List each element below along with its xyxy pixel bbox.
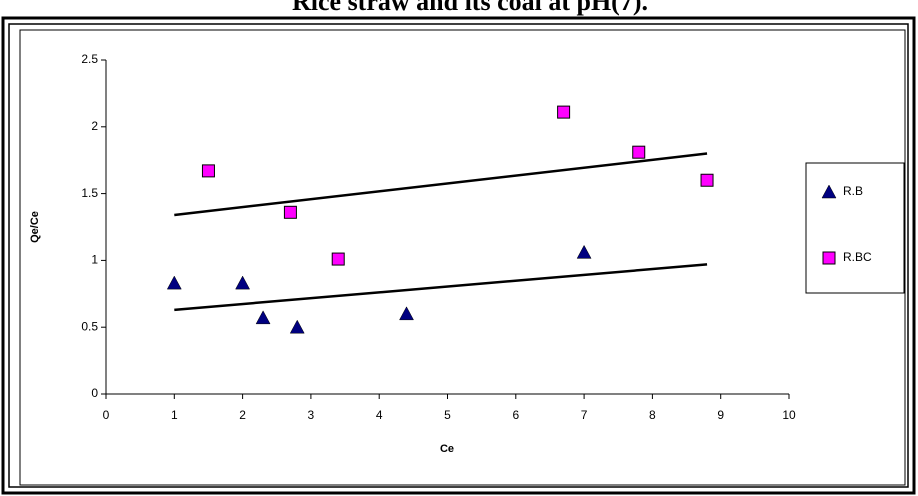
x-tick-label: 7 xyxy=(581,408,588,422)
point xyxy=(557,105,571,119)
inner-border xyxy=(8,23,909,488)
x-tick-label: 8 xyxy=(649,408,656,422)
outer-border xyxy=(1,16,916,495)
y-tick-label: 1 xyxy=(91,253,98,267)
x-tick-label: 2 xyxy=(239,408,246,422)
legend-label: R.B xyxy=(843,184,863,198)
point xyxy=(283,205,297,219)
point xyxy=(201,164,215,178)
point xyxy=(399,306,414,321)
x-tick-label: 0 xyxy=(103,408,110,422)
point xyxy=(700,173,714,187)
point xyxy=(289,319,305,334)
x-tick-label: 9 xyxy=(717,408,724,422)
x-tick-label: 10 xyxy=(782,408,796,422)
legend-marker xyxy=(822,251,836,265)
chart-area xyxy=(19,29,906,486)
trendline xyxy=(174,152,708,217)
y-tick-label: 1.5 xyxy=(81,186,98,200)
y-tick-label: 0 xyxy=(91,386,98,400)
y-tick-label: 0.5 xyxy=(81,319,98,333)
point xyxy=(331,252,345,266)
x-tick-label: 6 xyxy=(512,408,519,422)
chart-title: Rice straw and its coal at pH(7). xyxy=(292,0,648,16)
x-tick-label: 5 xyxy=(444,408,451,422)
y-axis-title: Qe/Ce xyxy=(29,211,41,243)
x-tick-label: 3 xyxy=(308,408,315,422)
legend-marker xyxy=(821,184,837,199)
x-tick-label: 4 xyxy=(376,408,383,422)
legend xyxy=(805,162,905,294)
point xyxy=(632,145,646,159)
point xyxy=(255,310,271,325)
y-tick-label: 2 xyxy=(91,119,98,133)
trendline xyxy=(174,263,708,312)
point xyxy=(235,275,251,290)
legend-label: R.BC xyxy=(843,250,872,264)
point xyxy=(576,244,592,259)
y-tick-label: 2.5 xyxy=(81,52,98,66)
x-axis-title: Ce xyxy=(440,443,454,455)
point xyxy=(166,275,182,290)
x-tick-label: 1 xyxy=(171,408,178,422)
